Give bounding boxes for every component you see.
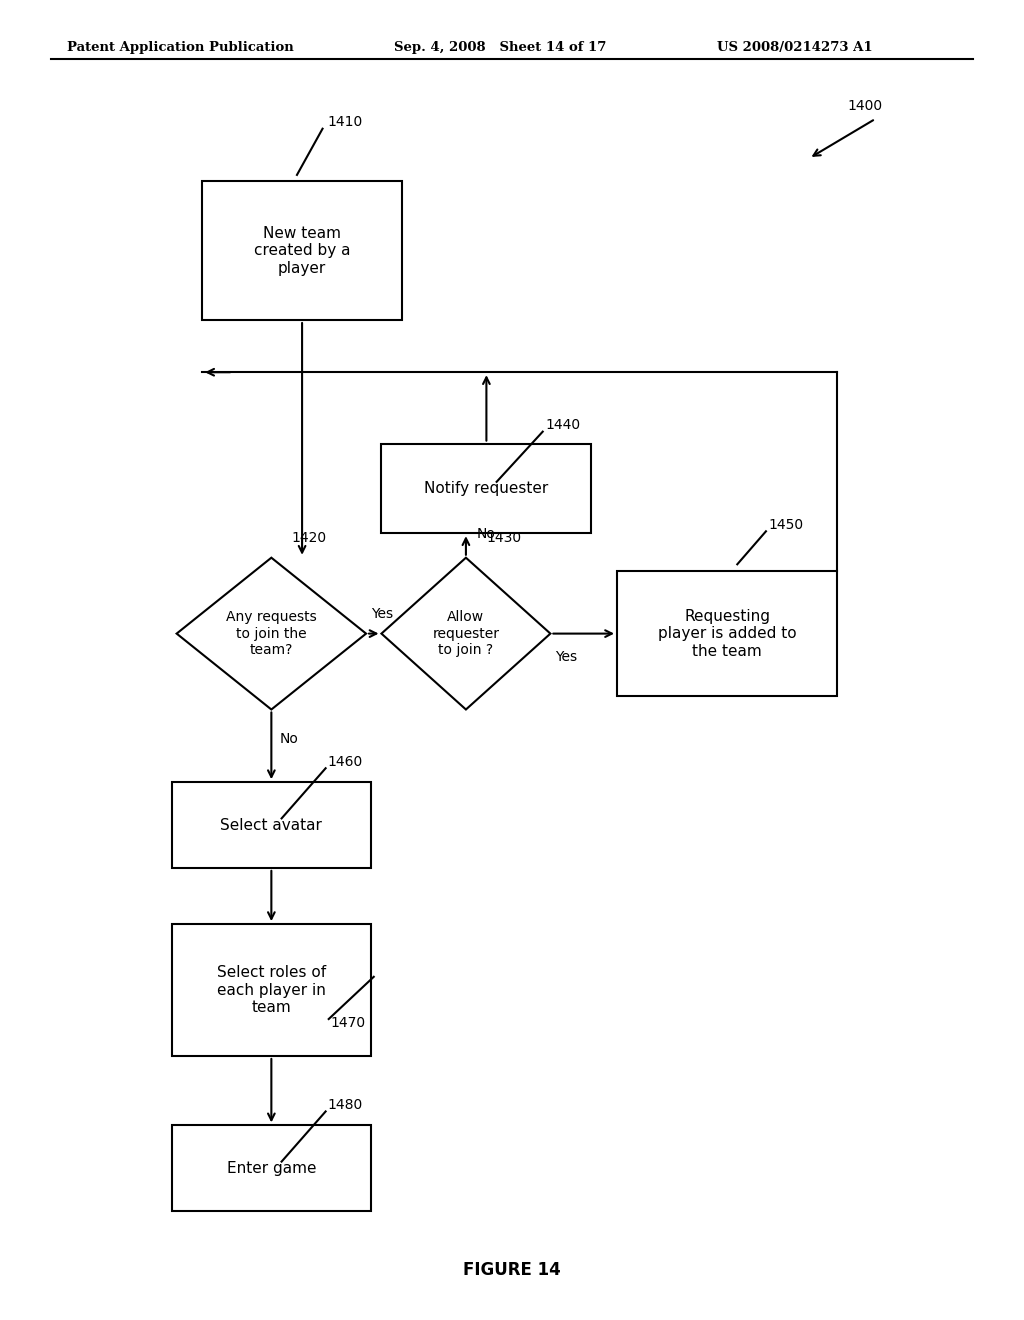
Text: 1430: 1430: [486, 531, 521, 545]
Text: 1460: 1460: [328, 755, 362, 768]
Text: No: No: [280, 731, 298, 746]
Text: 1400: 1400: [848, 99, 883, 112]
Text: New team
created by a
player: New team created by a player: [254, 226, 350, 276]
Text: Any requests
to join the
team?: Any requests to join the team?: [226, 610, 316, 657]
Text: Patent Application Publication: Patent Application Publication: [67, 41, 293, 54]
Text: 1450: 1450: [768, 517, 803, 532]
Text: Yes: Yes: [555, 651, 578, 664]
Text: 1410: 1410: [328, 115, 362, 129]
Text: 1470: 1470: [331, 1016, 366, 1030]
Text: US 2008/0214273 A1: US 2008/0214273 A1: [717, 41, 872, 54]
Text: Notify requester: Notify requester: [424, 480, 549, 496]
Text: 1420: 1420: [292, 531, 327, 545]
Text: Yes: Yes: [372, 607, 393, 620]
Bar: [381, 444, 592, 533]
Bar: [616, 570, 837, 697]
Text: Requesting
player is added to
the team: Requesting player is added to the team: [657, 609, 797, 659]
Text: Select avatar: Select avatar: [220, 817, 323, 833]
Text: Allow
requester
to join ?: Allow requester to join ?: [432, 610, 500, 657]
Text: No: No: [476, 527, 495, 541]
Bar: [172, 1125, 372, 1212]
Polygon shape: [177, 557, 367, 710]
Text: Enter game: Enter game: [226, 1160, 316, 1176]
Text: Sep. 4, 2008   Sheet 14 of 17: Sep. 4, 2008 Sheet 14 of 17: [394, 41, 606, 54]
Text: 1440: 1440: [546, 418, 581, 432]
Text: 1480: 1480: [328, 1098, 362, 1111]
Polygon shape: [381, 557, 551, 710]
Bar: [172, 924, 372, 1056]
Text: FIGURE 14: FIGURE 14: [463, 1261, 561, 1279]
Bar: [202, 181, 401, 319]
Text: Select roles of
each player in
team: Select roles of each player in team: [217, 965, 326, 1015]
Bar: [172, 781, 372, 869]
